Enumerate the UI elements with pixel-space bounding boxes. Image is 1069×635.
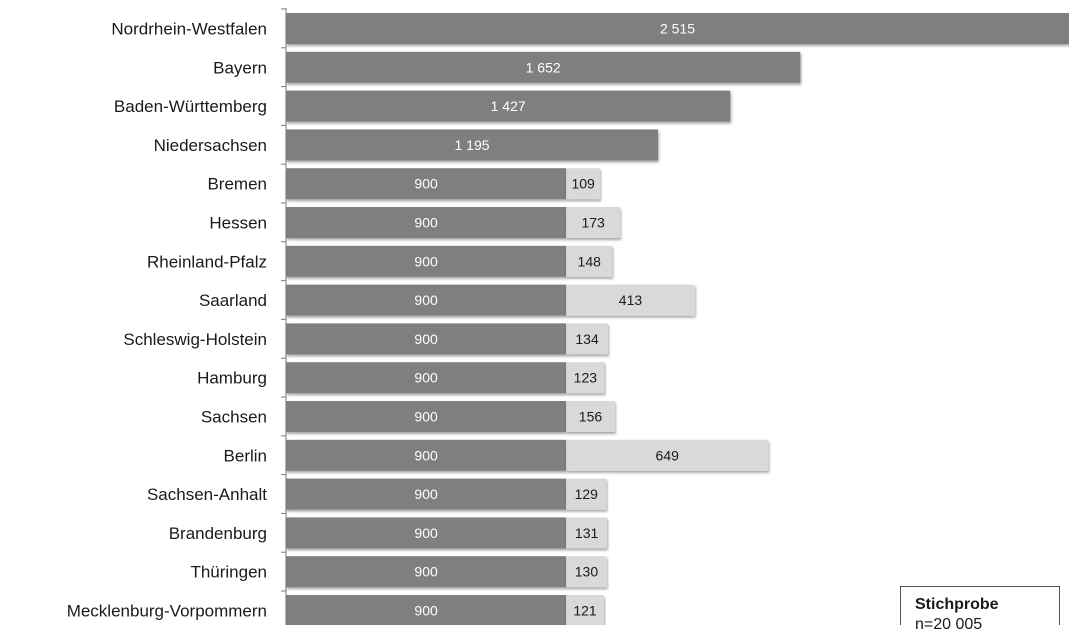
value-label-primary-berlin: 900 xyxy=(414,447,438,463)
value-label-secondary-thueringen: 130 xyxy=(575,564,599,580)
bar-primary-niedersachsen xyxy=(286,129,659,161)
bar-secondary-hessen xyxy=(566,207,621,238)
value-label-primary-bayern: 1 652 xyxy=(526,59,561,75)
value-label-primary-saarland: 900 xyxy=(414,292,438,308)
value-label-secondary-schleswig-holstein: 134 xyxy=(575,331,599,347)
bar-secondary-sachsen-anhalt xyxy=(566,478,607,510)
value-label-primary-niedersachsen: 1 195 xyxy=(454,137,489,153)
bar-primary-hamburg xyxy=(286,362,567,394)
category-label-berlin: Berlin xyxy=(224,446,267,465)
value-label-primary-nordrhein-westfalen: 2 515 xyxy=(660,21,695,37)
value-label-secondary-sachsen: 156 xyxy=(579,409,603,425)
bar-primary-nordrhein-westfalen xyxy=(286,13,1069,44)
bar-primary-sachsen-anhalt xyxy=(286,478,567,510)
category-label-bayern: Bayern xyxy=(213,58,267,77)
value-label-primary-bremen: 900 xyxy=(414,176,438,192)
value-label-secondary-brandenburg: 131 xyxy=(575,525,599,541)
category-label-hamburg: Hamburg xyxy=(197,369,267,388)
bar-primary-rheinland-pfalz xyxy=(286,245,567,277)
bar-secondary-brandenburg xyxy=(566,517,607,549)
bar-secondary-thueringen xyxy=(566,556,607,588)
bar-primary-bremen xyxy=(286,168,567,200)
sample-info-box: Stichprobe n=20 005 xyxy=(900,586,1060,633)
category-label-rheinland-pfalz: Rheinland-Pfalz xyxy=(147,252,267,271)
value-label-primary-sachsen-anhalt: 900 xyxy=(414,486,438,502)
sample-size: n=20 005 xyxy=(915,616,983,633)
value-label-primary-sachsen: 900 xyxy=(414,409,438,425)
bar-secondary-rheinland-pfalz xyxy=(566,245,613,277)
category-label-niedersachsen: Niedersachsen xyxy=(154,136,267,155)
category-label-bremen: Bremen xyxy=(207,175,267,194)
value-label-primary-schleswig-holstein: 900 xyxy=(414,331,438,347)
bar-secondary-saarland xyxy=(566,284,695,316)
bar-secondary-hamburg xyxy=(566,362,605,394)
bar-secondary-sachsen xyxy=(566,401,615,432)
value-label-primary-baden-wuerttemberg: 1 427 xyxy=(491,98,526,114)
category-label-nordrhein-westfalen: Nordrhein-Westfalen xyxy=(111,20,267,39)
bar-primary-brandenburg xyxy=(286,517,567,549)
value-label-secondary-hamburg: 123 xyxy=(574,370,598,386)
bar-primary-hessen xyxy=(286,207,567,238)
bar-primary-berlin xyxy=(286,439,567,471)
value-label-primary-hessen: 900 xyxy=(414,215,438,231)
bar-primary-bayern xyxy=(286,51,801,83)
value-label-primary-brandenburg: 900 xyxy=(414,525,438,541)
bar-primary-thueringen xyxy=(286,556,567,588)
bar-secondary-berlin xyxy=(566,439,769,471)
bar-primary-baden-wuerttemberg xyxy=(286,90,731,122)
category-label-thueringen: Thüringen xyxy=(190,563,267,582)
bar-secondary-bremen xyxy=(566,168,601,200)
value-label-primary-hamburg: 900 xyxy=(414,370,438,386)
value-label-primary-rheinland-pfalz: 900 xyxy=(414,253,438,269)
value-label-secondary-hessen: 173 xyxy=(581,215,605,231)
category-label-baden-wuerttemberg: Baden-Württemberg xyxy=(114,97,267,116)
value-label-secondary-rheinland-pfalz: 148 xyxy=(578,253,602,269)
value-label-secondary-berlin: 649 xyxy=(656,447,680,463)
bar-primary-schleswig-holstein xyxy=(286,323,567,355)
category-label-brandenburg: Brandenburg xyxy=(169,524,267,543)
category-label-schleswig-holstein: Schleswig-Holstein xyxy=(123,330,267,349)
bar-secondary-mecklenburg-vorpommern xyxy=(566,595,604,625)
value-label-primary-mecklenburg-vorpommern: 900 xyxy=(414,603,438,619)
sample-title: Stichprobe xyxy=(915,596,999,613)
value-label-primary-thueringen: 900 xyxy=(414,564,438,580)
bar-primary-sachsen xyxy=(286,401,567,432)
category-label-hessen: Hessen xyxy=(209,214,267,233)
value-label-secondary-mecklenburg-vorpommern: 121 xyxy=(573,603,597,619)
value-label-secondary-bremen: 109 xyxy=(571,176,595,192)
value-label-secondary-saarland: 413 xyxy=(619,292,643,308)
bar-secondary-schleswig-holstein xyxy=(566,323,608,355)
bar-primary-saarland xyxy=(286,284,567,316)
category-label-sachsen-anhalt: Sachsen-Anhalt xyxy=(147,485,267,504)
bar-primary-mecklenburg-vorpommern xyxy=(286,595,567,625)
category-label-sachsen: Sachsen xyxy=(201,408,267,427)
category-label-saarland: Saarland xyxy=(199,291,267,310)
value-label-secondary-sachsen-anhalt: 129 xyxy=(575,486,599,502)
category-label-mecklenburg-vorpommern: Mecklenburg-Vorpommern xyxy=(67,602,267,621)
